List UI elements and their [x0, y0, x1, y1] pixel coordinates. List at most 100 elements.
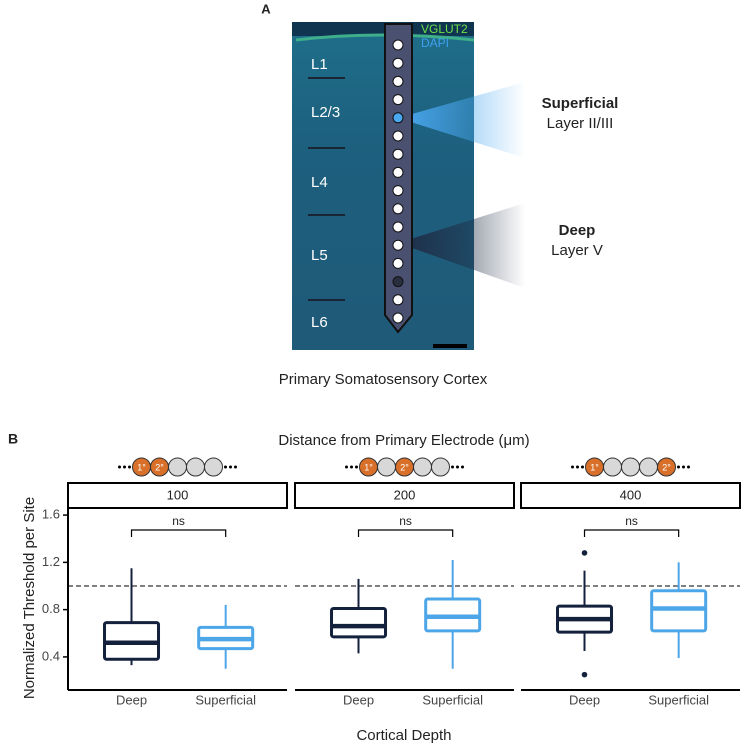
- electrode-sites: [392, 39, 404, 324]
- ellipsis-dot: [682, 465, 685, 469]
- electrode-site: [392, 112, 404, 124]
- pia: [295, 33, 475, 42]
- ellipsis-dot: [229, 465, 232, 469]
- significance-bracket: [357, 529, 454, 537]
- electrode-site: [392, 130, 404, 142]
- micrograph: [292, 22, 474, 350]
- electrode-icon: [603, 457, 622, 477]
- ellipsis-dot: [581, 465, 584, 469]
- electrode-site: [392, 294, 404, 306]
- electrode-icon: [413, 457, 432, 477]
- plot: 0.4 0.8 1.2 1.6 100 1° 2° ns Deep Superficial 200 1…: [42, 457, 741, 707]
- panel-label: B: [8, 431, 18, 447]
- electrode-site: [392, 185, 404, 197]
- legend-dapi: DAPI: [421, 36, 449, 50]
- electrode-site: [392, 257, 404, 269]
- x-tick-label: Deep: [569, 692, 600, 707]
- electrode-site: [392, 166, 404, 178]
- electrode-icon-label: 1°: [590, 462, 599, 472]
- electrode-site: [392, 221, 404, 233]
- ellipsis-dot: [451, 465, 454, 469]
- electrode-icon: [168, 457, 187, 477]
- y-tick-label: 0.4: [42, 648, 60, 663]
- layer-boundaries: [308, 77, 345, 301]
- electrode-icon-label: 2°: [400, 462, 409, 472]
- y-tick-label: 1.6: [42, 507, 60, 522]
- significance-bracket: [130, 529, 227, 537]
- strip: [520, 482, 741, 509]
- layer-labels: L1 L2/3 L4 L5 L6: [311, 56, 340, 331]
- y-tick-label: 0.8: [42, 601, 60, 616]
- ellipsis-dot: [677, 465, 680, 469]
- electrode-icon: [186, 457, 205, 477]
- x-tick-label: Superficial: [195, 692, 256, 707]
- ellipsis-dot: [355, 465, 358, 469]
- significance-label: ns: [625, 514, 638, 528]
- chart-title: Distance from Primary Electrode (μm): [278, 432, 529, 449]
- electrode-site: [392, 239, 404, 251]
- electrode-icon-label: 2°: [662, 462, 671, 472]
- strip-label: 400: [620, 487, 642, 502]
- electrode-site: [392, 94, 404, 106]
- strip: [294, 482, 515, 509]
- x-tick-label: Deep: [343, 692, 374, 707]
- ellipsis-dot: [345, 465, 348, 469]
- box: [650, 589, 708, 633]
- box: [330, 606, 388, 639]
- x-tick-label: Superficial: [648, 692, 709, 707]
- electrode-icon: [377, 457, 396, 477]
- layer-label: L4: [311, 174, 328, 191]
- significance-label: ns: [172, 514, 185, 528]
- ellipsis-dot: [687, 465, 690, 469]
- layer-label: L1: [311, 56, 328, 73]
- y-axis-title: Normalized Threshold per Site: [21, 497, 38, 699]
- x-axis-title: Cortical Depth: [356, 727, 451, 744]
- ellipsis-dot: [576, 465, 579, 469]
- ellipsis-dot: [224, 465, 227, 469]
- superficial-subtitle: Layer II/III: [547, 115, 614, 132]
- electrode-site: [392, 203, 404, 215]
- ellipsis-dot: [118, 465, 121, 469]
- electrode-site: [392, 276, 404, 288]
- legend-vglut2: VGLUT2: [421, 22, 468, 36]
- ellipsis-dot: [123, 465, 126, 469]
- ellipsis-dot: [571, 465, 574, 469]
- layer-label: L2/3: [311, 104, 340, 121]
- superficial-title: Superficial: [542, 95, 619, 112]
- x-tick-label: Deep: [116, 692, 147, 707]
- superficial-cone: [398, 82, 525, 158]
- outlier: [581, 671, 588, 678]
- significance-label: ns: [399, 514, 412, 528]
- significance-bracket: [583, 529, 680, 537]
- electrode-site: [392, 312, 404, 324]
- deep-subtitle: Layer V: [551, 242, 603, 259]
- ellipsis-dot: [456, 465, 459, 469]
- electrode-icon-label: 1°: [364, 462, 373, 472]
- outlier: [581, 550, 588, 556]
- electrode-site: [392, 57, 404, 69]
- electrode-site: [392, 39, 404, 51]
- electrode-icon: [621, 457, 640, 477]
- electrode-icon-label: 2°: [155, 462, 164, 472]
- electrode-icon-label: 1°: [137, 462, 146, 472]
- y-tick-label: 1.2: [42, 554, 60, 569]
- electrode-icon: [657, 457, 676, 477]
- micrograph-top: [292, 22, 474, 36]
- ellipsis-dot: [234, 465, 237, 469]
- caption: Primary Somatosensory Cortex: [279, 371, 488, 388]
- layer-label: L6: [311, 314, 328, 331]
- x-tick-label: Superficial: [422, 692, 483, 707]
- electrode-site: [392, 75, 404, 87]
- electrode-icon: [639, 457, 658, 477]
- electrode-site: [392, 148, 404, 160]
- electrode-shank: [384, 23, 413, 334]
- ellipsis-dot: [461, 465, 464, 469]
- strip: [67, 482, 288, 509]
- deep-cone: [398, 203, 525, 288]
- strip-label: 100: [167, 487, 189, 502]
- electrode-icon: [204, 457, 223, 477]
- electrode-icon: [431, 457, 450, 477]
- layer-label: L5: [311, 247, 328, 264]
- ellipsis-dot: [350, 465, 353, 469]
